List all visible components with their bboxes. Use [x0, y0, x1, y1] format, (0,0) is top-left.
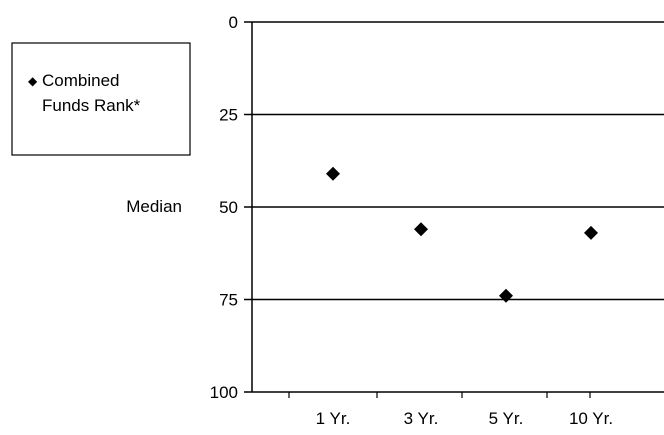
legend-label-line-2: Funds Rank*	[42, 96, 141, 115]
y-tick-label-50: 50	[219, 198, 238, 217]
x-category-label-2: 5 Yr.	[489, 409, 524, 428]
y-tick-label-0: 0	[229, 13, 238, 32]
y-tick-label-100: 100	[210, 383, 238, 402]
data-point-0-3	[584, 225, 598, 240]
legend-marker: ◆	[28, 74, 38, 88]
y-tick-label-75: 75	[219, 291, 238, 310]
legend: ◆ Combined Funds Rank*	[11, 42, 191, 156]
legend-box	[11, 42, 191, 156]
plot-area: 0 25 50 75 100 1 Yr. 3 Yr. 5 Yr. 10 Yr.	[210, 13, 664, 428]
legend-label-line-1: Combined	[42, 71, 120, 90]
x-category-label-1: 3 Yr.	[404, 409, 439, 428]
data-point-0-1	[414, 222, 428, 237]
median-annotation: Median	[126, 197, 182, 216]
x-category-label-3: 10 Yr.	[569, 409, 613, 428]
data-point-0-0	[326, 166, 340, 181]
y-tick-label-25: 25	[219, 106, 238, 125]
x-category-label-0: 1 Yr.	[316, 409, 351, 428]
data-point-0-2	[499, 288, 513, 303]
